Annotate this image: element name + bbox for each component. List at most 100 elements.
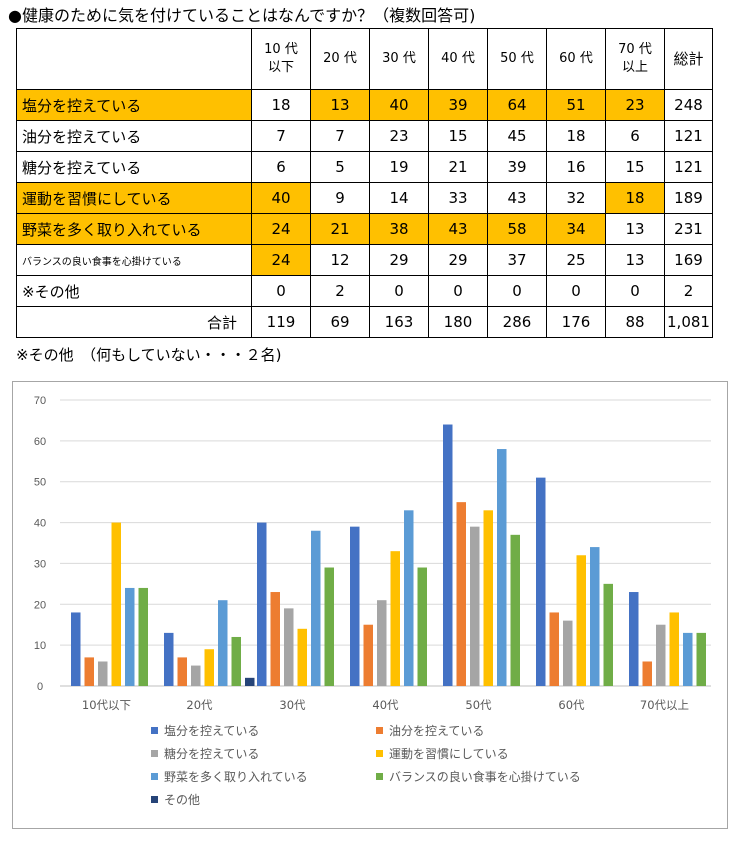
table-cell: 40 bbox=[369, 89, 429, 121]
bar bbox=[177, 657, 187, 686]
bar bbox=[656, 624, 666, 686]
bar bbox=[191, 665, 201, 686]
table-cell: 18 bbox=[251, 89, 311, 121]
column-header: 30 代 bbox=[369, 28, 429, 90]
x-tick-label: 10代以下 bbox=[82, 698, 131, 712]
table-cell: 43 bbox=[487, 182, 547, 214]
bar bbox=[164, 632, 174, 686]
x-tick-label: 50代 bbox=[465, 698, 492, 712]
bar bbox=[297, 628, 307, 686]
bar bbox=[483, 510, 493, 686]
header-row: 10 代以下 20 代 30 代 40 代 50 代 60 代 70 代以上 総計 bbox=[16, 28, 713, 90]
legend-swatch bbox=[151, 750, 158, 757]
table-cell: 39 bbox=[428, 89, 488, 121]
table-cell: 39 bbox=[487, 151, 547, 183]
bar bbox=[125, 587, 135, 686]
legend-item: バランスの良い食事を心掛けている bbox=[376, 768, 581, 785]
table-cell: 43 bbox=[428, 213, 488, 245]
bar bbox=[417, 567, 427, 686]
row-label: 油分を控えている bbox=[16, 120, 252, 152]
row-label: 野菜を多く取り入れている bbox=[16, 213, 252, 245]
bar bbox=[629, 592, 639, 686]
survey-table: 10 代以下 20 代 30 代 40 代 50 代 60 代 70 代以上 総計 塩分を控え… bbox=[16, 28, 713, 338]
total-cell: 180 bbox=[428, 306, 488, 338]
x-tick-label: 60代 bbox=[558, 698, 585, 712]
table-body: 塩分を控えている 18 13 40 39 64 51 23 248 油分を控えている 7 7 23 15 4… bbox=[16, 89, 713, 338]
table-row: 糖分を控えている 6 5 19 21 39 16 15 121 bbox=[16, 151, 713, 183]
y-tick-label: 50 bbox=[34, 477, 46, 489]
table-cell: 19 bbox=[369, 151, 429, 183]
table-cell: 121 bbox=[664, 151, 713, 183]
x-tick-label: 20代 bbox=[186, 698, 213, 712]
column-header-line1: 50 代 bbox=[500, 51, 534, 66]
legend-item: 油分を控えている bbox=[376, 722, 484, 739]
column-header: 40 代 bbox=[428, 28, 488, 90]
bar bbox=[324, 567, 334, 686]
table-cell: 13 bbox=[310, 89, 370, 121]
table-row: 運動を習慣にしている 40 9 14 33 43 32 18 189 bbox=[16, 182, 713, 214]
row-label: 塩分を控えている bbox=[16, 89, 252, 121]
y-tick-label: 70 bbox=[34, 395, 46, 407]
table-cell: 38 bbox=[369, 213, 429, 245]
legend-swatch bbox=[376, 727, 383, 734]
x-tick-label: 30代 bbox=[279, 698, 306, 712]
y-tick-label: 10 bbox=[34, 640, 46, 652]
table-row: 油分を控えている 7 7 23 15 45 18 6 121 bbox=[16, 120, 713, 152]
bar bbox=[603, 583, 613, 686]
table-cell: 18 bbox=[546, 120, 606, 152]
bar bbox=[443, 424, 453, 686]
table-cell: 15 bbox=[428, 120, 488, 152]
table-cell: 21 bbox=[428, 151, 488, 183]
table-cell: 5 bbox=[310, 151, 370, 183]
total-cell: 69 bbox=[310, 306, 370, 338]
bar bbox=[84, 657, 94, 686]
y-tick-label: 60 bbox=[34, 436, 46, 448]
y-tick-label: 40 bbox=[34, 518, 46, 530]
legend-item: その他 bbox=[151, 791, 200, 808]
total-label: 合計 bbox=[16, 306, 252, 338]
total-cell: 88 bbox=[605, 306, 665, 338]
legend-item: 糖分を控えている bbox=[151, 745, 259, 762]
table-row: 野菜を多く取り入れている 24 21 38 43 58 34 13 231 bbox=[16, 213, 713, 245]
table-cell: 169 bbox=[664, 244, 713, 276]
bar bbox=[669, 612, 679, 686]
table-cell: 18 bbox=[605, 182, 665, 214]
bar bbox=[98, 661, 108, 686]
column-header-line1: 40 代 bbox=[441, 51, 475, 66]
table-cell: 23 bbox=[369, 120, 429, 152]
table-cell: 32 bbox=[546, 182, 606, 214]
x-tick-label: 40代 bbox=[372, 698, 399, 712]
table-cell: 248 bbox=[664, 89, 713, 121]
total-row: 合計 119 69 163 180 286 176 88 1,081 bbox=[16, 306, 713, 338]
table-row: ※その他 0 2 0 0 0 0 0 2 bbox=[16, 275, 713, 307]
header-corner bbox=[16, 28, 252, 90]
bar bbox=[683, 632, 693, 686]
column-header: 20 代 bbox=[310, 28, 370, 90]
table-cell: 33 bbox=[428, 182, 488, 214]
table-cell: 6 bbox=[251, 151, 311, 183]
column-header-line1: 10 代 bbox=[264, 42, 298, 57]
total-cell: 119 bbox=[251, 306, 311, 338]
legend-item: 塩分を控えている bbox=[151, 722, 259, 739]
bar bbox=[377, 600, 387, 686]
bar bbox=[138, 587, 148, 686]
bar bbox=[404, 510, 414, 686]
table-cell: 7 bbox=[251, 120, 311, 152]
legend-label: 塩分を控えている bbox=[164, 724, 260, 738]
bar bbox=[311, 530, 321, 686]
table-cell: 15 bbox=[605, 151, 665, 183]
legend-swatch bbox=[151, 773, 158, 780]
column-header-line1: 30 代 bbox=[382, 51, 416, 66]
legend-swatch bbox=[151, 796, 158, 803]
bar bbox=[257, 522, 267, 686]
bar bbox=[549, 612, 559, 686]
table-row: 塩分を控えている 18 13 40 39 64 51 23 248 bbox=[16, 89, 713, 121]
table-row: バランスの良い食事を心掛けている 24 12 29 29 37 25 13 169 bbox=[16, 244, 713, 276]
bar bbox=[350, 526, 360, 686]
total-cell: 286 bbox=[487, 306, 547, 338]
table-cell: 13 bbox=[605, 213, 665, 245]
legend-label: 運動を習慣にしている bbox=[389, 747, 509, 761]
total-cell: 163 bbox=[369, 306, 429, 338]
table-cell: 34 bbox=[546, 213, 606, 245]
bar bbox=[270, 592, 280, 686]
